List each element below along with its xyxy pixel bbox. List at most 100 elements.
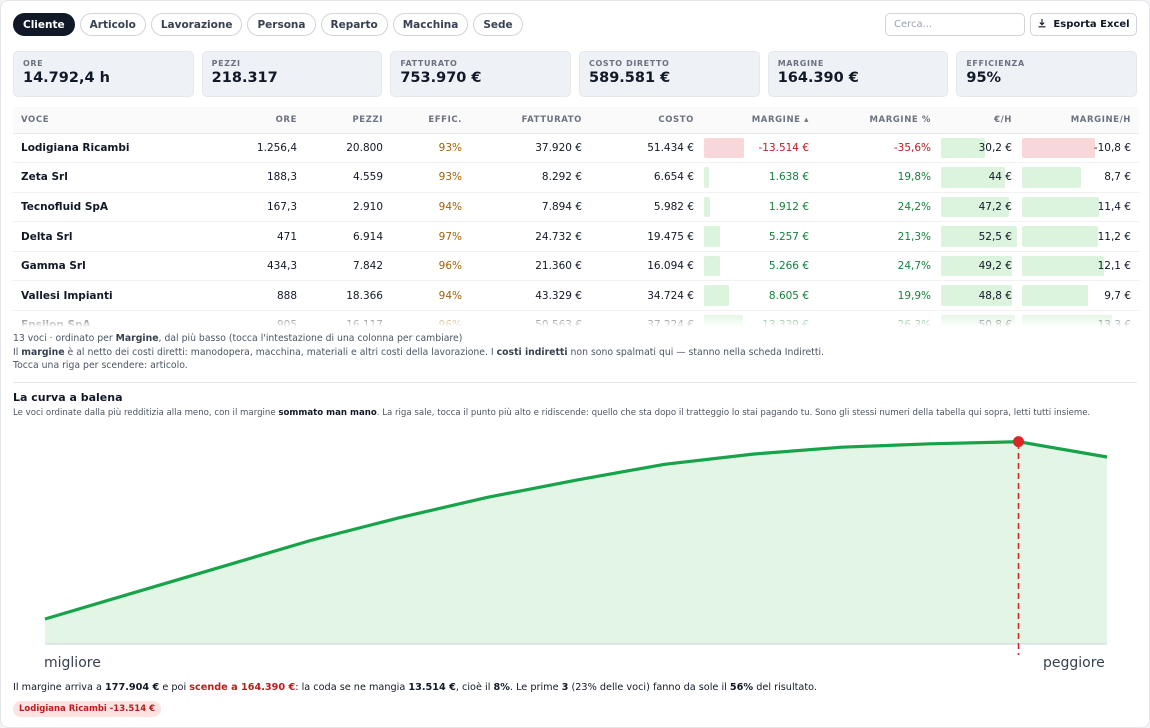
table-header-row: VOCE ORE PEZZI EFFIC. FATTURATO COSTO MA… bbox=[13, 107, 1139, 134]
cell-ore: 1.256,4 bbox=[197, 133, 305, 164]
cell-eur-h-bar bbox=[941, 196, 1010, 218]
curve-title: La curva a balena bbox=[13, 391, 123, 404]
column-header-margine[interactable]: MARGINE ▴ bbox=[702, 107, 817, 134]
tab-macchina[interactable]: Macchina bbox=[392, 13, 469, 36]
cell-efficienza: 94% bbox=[391, 192, 470, 223]
cell-margine-h-value: 12,1 € bbox=[1097, 260, 1131, 273]
curve-description: Le voci ordinate dalla più redditizia al… bbox=[13, 408, 1091, 418]
table-row[interactable]: Gamma Srl 434,3 7.842 96% 21.360 €16.094 € 5.… bbox=[13, 251, 1139, 282]
results-table: VOCE ORE PEZZI EFFIC. FATTURATO COSTO MA… bbox=[13, 107, 1139, 327]
cell-eur-h-bar bbox=[941, 226, 1017, 247]
cell-efficienza: 94% bbox=[391, 280, 470, 312]
cell-margine: 5.266 € bbox=[702, 251, 817, 282]
column-header-voce[interactable]: VOCE bbox=[13, 107, 197, 134]
kpi-label: MARGINE bbox=[777, 59, 824, 68]
cell-eur-h-value: 49,2 € bbox=[978, 260, 1012, 273]
kpi-card-margine: MARGINE 164.390 € bbox=[767, 51, 949, 97]
table-row[interactable]: Delta Srl 471 6.914 97% 24.732 €19.475 € 5.25… bbox=[13, 221, 1139, 252]
kpi-label: EFFICIENZA bbox=[966, 59, 1025, 68]
column-header-margine-pct[interactable]: MARGINE % bbox=[817, 107, 939, 134]
dimension-tabs: Cliente Articolo Lavorazione Persona Rep… bbox=[13, 13, 523, 36]
table-notes: 13 voci · ordinato per Margine, dal più … bbox=[13, 332, 824, 373]
cell-margine-h-bar bbox=[1022, 196, 1100, 218]
cell-margine-h: -10,8 € bbox=[1020, 133, 1139, 164]
cell-margine: 1.912 € bbox=[702, 192, 817, 223]
chart-label-worst: peggiore bbox=[1043, 655, 1105, 671]
export-excel-button[interactable]: Esporta Excel bbox=[1030, 13, 1137, 36]
cell-eur-h: 48,8 € bbox=[939, 280, 1020, 312]
cell-margine-value: 5.266 € bbox=[768, 260, 809, 273]
table-row[interactable]: Vallesi Impianti 888 18.366 94% 43.329 €34.7… bbox=[13, 280, 1139, 312]
toolbar: Cliente Articolo Lavorazione Persona Rep… bbox=[13, 13, 1137, 37]
cell-margine: 1.638 € bbox=[702, 162, 817, 193]
cell-margine-h-bar bbox=[1022, 285, 1088, 307]
cell-margine-pct: -35,6% bbox=[817, 133, 939, 164]
cell-margine-value: 1.912 € bbox=[768, 200, 809, 213]
table-row[interactable]: Zeta Srl 188,3 4.559 93% 8.292 €6.654 € 1.638… bbox=[13, 162, 1139, 193]
cell-margine: 8.605 € bbox=[702, 280, 817, 312]
column-header-efficienza[interactable]: EFFIC. bbox=[391, 107, 470, 134]
loss-item-badge[interactable]: Lodigiana Ricambi -13.514 € bbox=[13, 701, 161, 717]
column-header-pezzi[interactable]: PEZZI bbox=[305, 107, 391, 134]
cell-margine-h-bar bbox=[1022, 167, 1081, 188]
cell-fatturato: 7.894 € bbox=[470, 192, 590, 223]
search-input[interactable] bbox=[885, 13, 1025, 36]
kpi-value: 753.970 € bbox=[400, 70, 482, 86]
chart-label-best: migliore bbox=[44, 655, 101, 671]
tab-articolo[interactable]: Articolo bbox=[79, 13, 146, 36]
tab-reparto[interactable]: Reparto bbox=[320, 13, 388, 36]
column-header-costo[interactable]: COSTO bbox=[590, 107, 702, 134]
kpi-value: 164.390 € bbox=[777, 70, 859, 86]
cell-pezzi: 20.800 bbox=[305, 133, 391, 164]
cell-eur-h: 44 € bbox=[939, 162, 1020, 193]
curve-line bbox=[44, 440, 1108, 621]
cell-margine: -13.514 € bbox=[702, 133, 817, 164]
section-divider bbox=[13, 382, 1137, 383]
cell-margine-bar bbox=[704, 226, 720, 247]
cell-voce: Delta Srl bbox=[13, 221, 197, 252]
cell-margine-h-bar bbox=[1022, 226, 1098, 247]
column-header-ore[interactable]: ORE bbox=[197, 107, 305, 134]
kpi-value: 14.792,4 h bbox=[23, 70, 110, 86]
cell-margine-bar bbox=[704, 137, 744, 159]
table-body: Lodigiana Ricambi 1.256,4 20.800 93% 37.920 … bbox=[13, 133, 1139, 327]
cell-pezzi: 7.842 bbox=[305, 251, 391, 282]
table-row[interactable]: Lodigiana Ricambi 1.256,4 20.800 93% 37.920 … bbox=[13, 133, 1139, 164]
tab-lavorazione[interactable]: Lavorazione bbox=[150, 13, 243, 36]
cell-eur-h-value: 52,5 € bbox=[978, 230, 1012, 243]
cell-eur-h-bar bbox=[941, 255, 1013, 277]
table-row[interactable]: Tecnofluid SpA 167,3 2.910 94% 7.894 €5.982 … bbox=[13, 192, 1139, 223]
column-header-eur-h[interactable]: €/H bbox=[939, 107, 1020, 134]
cell-voce: Zeta Srl bbox=[13, 162, 197, 193]
cell-eur-h: 47,2 € bbox=[939, 192, 1020, 223]
cell-margine-value: 5.257 € bbox=[768, 230, 809, 243]
cell-margine-bar bbox=[704, 167, 709, 188]
cell-margine-bar bbox=[704, 285, 730, 307]
note-sort: 13 voci · ordinato per Margine, dal più … bbox=[13, 333, 463, 344]
cell-margine-bar bbox=[704, 196, 710, 218]
column-header-fatturato[interactable]: FATTURATO bbox=[470, 107, 590, 134]
column-header-margine-h[interactable]: MARGINE/H bbox=[1020, 107, 1139, 134]
cell-eur-h-bar bbox=[941, 285, 1012, 307]
cell-eur-h: 52,5 € bbox=[939, 221, 1020, 252]
cell-eur-h-value: 30,2 € bbox=[978, 141, 1012, 154]
cell-efficienza: 93% bbox=[391, 162, 470, 193]
tab-sede[interactable]: Sede bbox=[473, 13, 523, 36]
cell-voce: Tecnofluid SpA bbox=[13, 192, 197, 223]
cell-costo: 16.094 € bbox=[590, 251, 702, 282]
export-label: Esporta Excel bbox=[1053, 19, 1130, 30]
cell-ore: 434,3 bbox=[197, 251, 305, 282]
kpi-label: COSTO DIRETTO bbox=[589, 59, 670, 68]
cell-voce: Vallesi Impianti bbox=[13, 280, 197, 312]
cell-pezzi: 6.914 bbox=[305, 221, 391, 252]
cell-margine-h-bar bbox=[1022, 137, 1096, 159]
kpi-value: 95% bbox=[966, 70, 1002, 86]
tab-persona[interactable]: Persona bbox=[247, 13, 316, 36]
kpi-value: 218.317 bbox=[211, 70, 278, 86]
results-table-scroll[interactable]: VOCE ORE PEZZI EFFIC. FATTURATO COSTO MA… bbox=[13, 107, 1139, 327]
cell-margine-pct: 21,3% bbox=[817, 221, 939, 252]
tab-cliente[interactable]: Cliente bbox=[13, 13, 75, 36]
cell-eur-h: 30,2 € bbox=[939, 133, 1020, 164]
cell-ore: 167,3 bbox=[197, 192, 305, 223]
whale-curve-chart[interactable] bbox=[1, 431, 1150, 655]
